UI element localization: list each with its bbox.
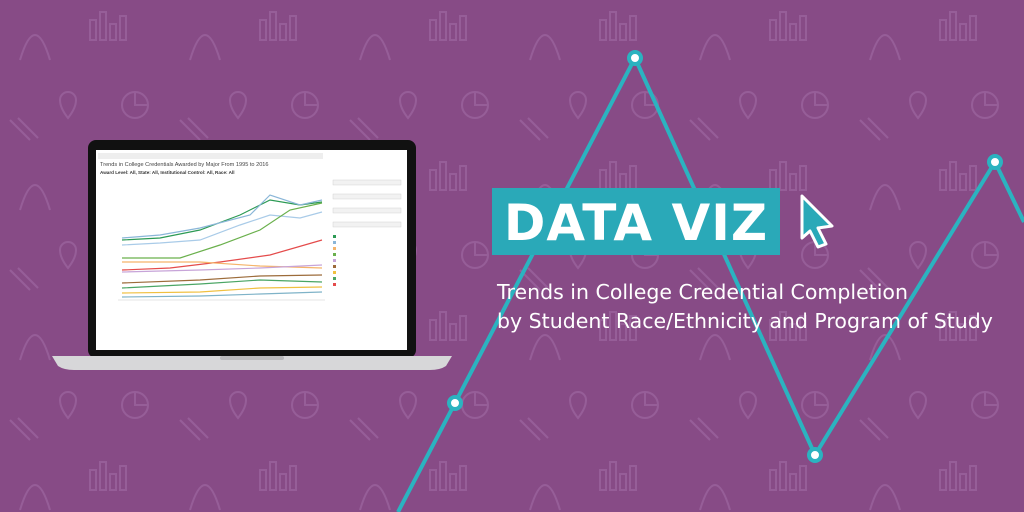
screen-filters: Award Level: All, State: All, Institutio…	[100, 170, 235, 175]
node	[627, 50, 643, 66]
laptop-notch	[220, 356, 284, 360]
node	[807, 447, 823, 463]
screen-mini-chart	[118, 194, 325, 301]
subtitle-line: Trends in College Credential Completion	[496, 280, 908, 304]
title: DATA VIZ	[504, 194, 768, 252]
title-box	[492, 188, 780, 255]
cursor-icon	[800, 194, 834, 249]
zigzag-line	[396, 53, 1024, 512]
screen-sidebar	[332, 179, 402, 286]
laptop: Trends in College Credentials Awarded by…	[52, 140, 452, 370]
screen-tabs	[98, 153, 323, 159]
laptop-base	[52, 356, 452, 370]
zigzag-nodes	[447, 50, 1003, 463]
subtitle-line: by Student Race/Ethnicity and Program of…	[497, 309, 993, 333]
node	[987, 154, 1003, 170]
screen-chart-title: Trends in College Credentials Awarded by…	[100, 162, 269, 168]
node	[447, 395, 463, 411]
